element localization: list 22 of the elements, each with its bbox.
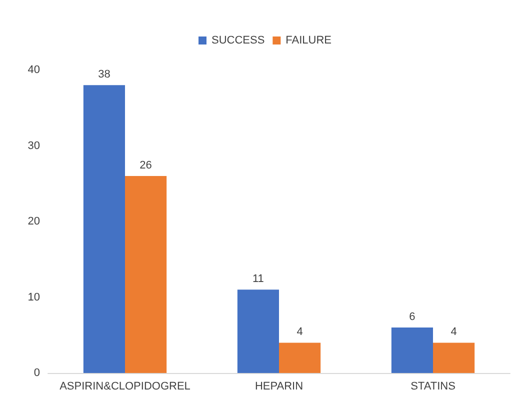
y-tick-label: 10	[28, 291, 40, 304]
data-label: 11	[252, 273, 264, 286]
legend-label: SUCCESS	[211, 34, 265, 46]
data-label: 26	[140, 160, 152, 172]
bar	[279, 342, 321, 373]
bar	[125, 176, 167, 373]
y-tick-label: 0	[34, 367, 40, 379]
bar	[237, 290, 279, 373]
y-tick-label: 40	[28, 64, 40, 76]
x-tick-label: STATINS	[410, 380, 456, 392]
data-label: 6	[409, 311, 416, 324]
bar	[433, 342, 475, 373]
x-tick-label: HEPARIN	[254, 380, 304, 392]
y-tick-label: 30	[28, 140, 40, 152]
bar	[83, 85, 125, 373]
data-label: 4	[450, 326, 457, 338]
bar	[391, 328, 433, 373]
data-label: 4	[296, 326, 303, 338]
y-tick-label: 20	[28, 216, 40, 228]
x-tick-label: ASPIRIN&CLOPIDOGREL	[60, 380, 190, 392]
data-label: 38	[98, 68, 110, 81]
legend-label: FAILURE	[286, 34, 332, 46]
